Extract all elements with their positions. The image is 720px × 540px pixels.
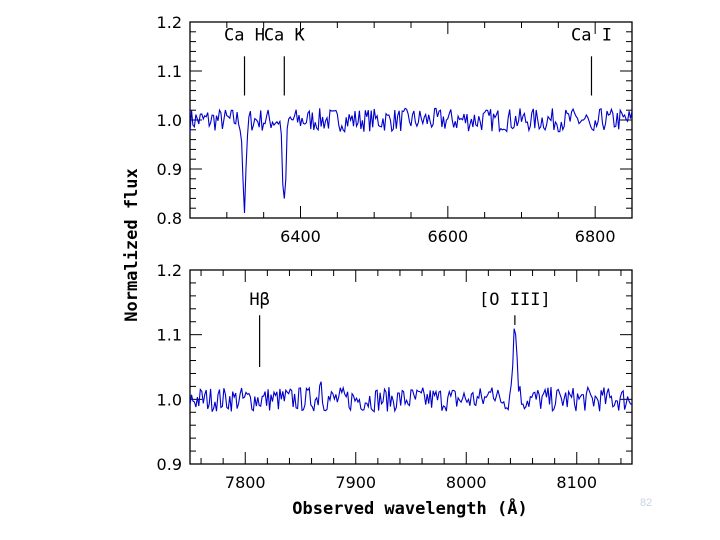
x-axis-title: Observed wavelength (Å) <box>292 496 527 519</box>
y-axis-title: Normalized flux <box>122 168 142 322</box>
y-tick-label: 0.9 <box>157 455 182 474</box>
plot-frame <box>189 269 633 465</box>
line-label: [O III] <box>479 290 551 310</box>
spectrum-line <box>189 328 633 413</box>
y-tick-label: 1.1 <box>157 62 182 81</box>
line-label: Ca K <box>264 25 306 45</box>
x-tick-label: 6400 <box>280 227 321 246</box>
line-label: Hβ <box>249 290 269 310</box>
line-label: Ca H <box>224 25 265 45</box>
x-tick-label: 7800 <box>225 473 266 492</box>
y-tick-label: 1.0 <box>157 111 182 130</box>
panel-top: 6400 6600 6800 0.8 0.9 1.0 1.1 1.2 Ca HCa K Ca I <box>157 13 633 246</box>
x-tick-label: 6800 <box>575 227 616 246</box>
y-tick-label: 1.1 <box>157 326 182 345</box>
y-tick-label: 1.0 <box>157 390 182 409</box>
page-number: 82 <box>640 497 653 509</box>
y-tick-label: 1.2 <box>157 261 182 280</box>
y-tick-label: 1.2 <box>157 13 182 32</box>
panel-bottom: 7800 7900 8000 8100 0.9 1.0 1.1 1.2 Hβ [O III] <box>157 261 633 492</box>
y-tick-label: 0.9 <box>157 160 182 179</box>
x-tick-label: 6600 <box>427 227 468 246</box>
line-label: Ca I <box>571 25 612 45</box>
spectrum-line <box>189 107 633 214</box>
x-tick-label: 8100 <box>556 473 597 492</box>
x-tick-label: 7900 <box>335 473 376 492</box>
y-tick-label: 0.8 <box>157 209 182 228</box>
x-tick-label: 8000 <box>446 473 487 492</box>
